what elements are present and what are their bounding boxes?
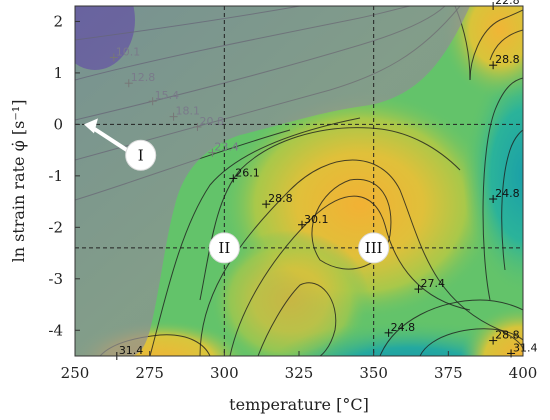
contour-value: 23.4 [214, 141, 239, 154]
y-tick-label: 0 [53, 115, 63, 133]
reference-lines [75, 6, 523, 356]
contour-line [419, 328, 523, 356]
contour-value: 30.1 [304, 213, 329, 226]
contour-label: 26.1 [229, 166, 260, 183]
contour-value: 12.8 [131, 71, 156, 84]
contour-label: 27.4 [414, 277, 445, 294]
contour-value: 10.1 [116, 45, 140, 58]
contour-line [501, 129, 523, 271]
region-arrow-head [83, 118, 98, 134]
region-marker: III [358, 232, 390, 264]
x-tick-label: 250 [61, 364, 90, 382]
contour-value: 31.4 [119, 344, 143, 357]
contour-line [257, 282, 337, 356]
x-tick-label: 375 [434, 364, 463, 382]
x-tick-label: 325 [285, 364, 314, 382]
contour-value: 31.4 [513, 341, 538, 354]
contour-label: 12.8 [124, 71, 156, 88]
top-right-maximum [440, 6, 523, 100]
x-tick-label: 400 [509, 364, 538, 382]
contour-label: 24.8 [489, 187, 520, 204]
y-axis: 2 1 0 -1 -2 -3 -4 [48, 12, 80, 339]
region-label: II [218, 239, 230, 257]
contour-value: 24.8 [495, 187, 519, 200]
region-marker: I [83, 118, 157, 171]
y-tick-label: 1 [53, 64, 63, 82]
region-circle [125, 139, 157, 171]
x-axis: 250 275 300 325 350 375 400 [61, 351, 538, 382]
bottom-right-maximum [460, 305, 523, 356]
contour-label: 20.8 [193, 115, 224, 131]
region-marker: II [208, 232, 240, 264]
contour-label: 18.1 [169, 105, 201, 121]
contour-label: 24.8 [384, 321, 416, 337]
x-tick-label: 350 [359, 364, 388, 382]
contour-label: 10.1 [109, 45, 140, 62]
region-arrow [90, 125, 130, 153]
contour-line [482, 77, 523, 301]
contour-value: 28.8 [268, 192, 293, 205]
instability-overlay [75, 6, 470, 356]
contour-value: 27.4 [420, 277, 445, 290]
contour-label: 15.4 [148, 89, 180, 106]
y-axis-title: ln strain rate φ̇ [s⁻¹] [9, 100, 28, 263]
contour-line [469, 9, 523, 81]
unstable-region [75, 6, 470, 356]
contour-value: 15.4 [155, 89, 180, 102]
contour-label: 31.4 [507, 341, 538, 358]
contour-value: 18.1 [176, 105, 201, 118]
lower-left-plateau [210, 230, 370, 356]
contour-label: 30.1 [297, 213, 329, 229]
y-tick-label: -1 [48, 167, 63, 185]
y-tick-label: -3 [48, 270, 63, 288]
region-label: III [365, 239, 383, 257]
contour-value: 24.8 [391, 321, 416, 334]
contour-label: 28.8 [489, 329, 520, 345]
contour-value: 28.8 [495, 329, 519, 342]
y-tick-label: 2 [53, 12, 63, 30]
bottom-valley [269, 320, 523, 356]
contour-line [229, 195, 471, 356]
contour-line [379, 299, 523, 356]
contour-value: 28.8 [495, 53, 519, 66]
x-axis-title: temperature [°C] [229, 395, 369, 414]
contour-labels: 10.1 12.8 15.4 18.120.8 23.4 26.1 28.8 30.1 27.4… [109, 0, 538, 360]
contour-value: 22.8 [495, 0, 519, 7]
x-tick-label: 300 [210, 364, 239, 382]
contour-label: 28.8 [262, 192, 293, 209]
contour-value: 20.8 [199, 115, 224, 128]
y-tick-label: -2 [48, 218, 63, 236]
contour-line [311, 178, 392, 270]
region-label: I [138, 146, 144, 164]
right-valley [463, 55, 523, 295]
contour-line [149, 117, 361, 356]
contour-label: 28.8 [489, 53, 520, 70]
region-circle [208, 232, 240, 264]
contour-label: 23.4 [208, 141, 239, 157]
contour-line [489, 29, 523, 61]
region-markers: III III [83, 118, 390, 264]
contour-value: 26.1 [235, 166, 260, 179]
contour-line [199, 127, 461, 301]
x-tick-label: 275 [135, 364, 164, 382]
y-tick-label: -4 [48, 321, 63, 339]
region-circle [358, 232, 390, 264]
